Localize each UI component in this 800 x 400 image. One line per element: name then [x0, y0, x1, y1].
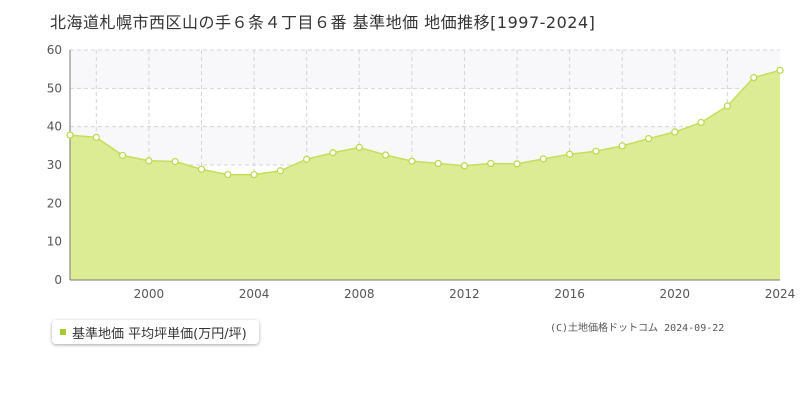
- copyright-text: (C)土地価格ドットコム 2024-09-22: [550, 323, 725, 334]
- x-tick-label: 2024: [765, 287, 796, 301]
- chart-title: 北海道札幌市西区山の手６条４丁目６番 基準地価 地価推移[1997-2024]: [50, 13, 596, 32]
- data-point: [592, 147, 600, 155]
- data-point: [276, 167, 284, 175]
- y-tick-label: 40: [47, 120, 62, 134]
- y-tick-label: 50: [47, 81, 62, 95]
- x-tick-label: 2012: [449, 287, 480, 301]
- data-point: [539, 155, 547, 163]
- y-tick-label: 20: [47, 196, 62, 210]
- legend-swatch: [60, 329, 66, 335]
- x-tick-label: 2000: [134, 287, 165, 301]
- y-tick-label: 10: [47, 235, 62, 249]
- y-tick-label: 0: [54, 273, 62, 287]
- data-point: [644, 134, 653, 143]
- series-line: [69, 69, 781, 176]
- data-point: [250, 170, 258, 179]
- data-point: [618, 142, 626, 150]
- chart-marker-layer: [66, 66, 784, 179]
- data-point: [750, 73, 758, 82]
- legend-label: 基準地価 平均坪単価(万円/坪): [72, 326, 247, 342]
- data-point: [671, 128, 679, 136]
- data-point: [381, 151, 390, 159]
- data-point: [434, 159, 442, 168]
- data-point: [408, 157, 416, 165]
- data-point: [224, 170, 232, 179]
- data-point: [776, 66, 784, 74]
- x-tick-label: 2016: [554, 287, 585, 301]
- data-point: [145, 157, 153, 165]
- data-point: [487, 159, 495, 168]
- chart-area-layer: [69, 69, 781, 280]
- data-point: [697, 118, 705, 127]
- chart-band: [70, 50, 780, 89]
- chart-tick-layer: 0 10 20 30 40 50 60 2000 2004 2008 2012 2016 2020 202…: [47, 43, 796, 301]
- x-tick-label: 2008: [344, 287, 375, 301]
- data-point: [303, 155, 311, 163]
- y-tick-label: 30: [47, 158, 62, 172]
- y-tick-label: 60: [47, 43, 62, 57]
- data-point: [355, 143, 363, 151]
- chart-legend[interactable]: 基準地価 平均坪単価(万円/坪): [52, 320, 259, 344]
- data-point: [723, 102, 732, 110]
- data-point: [171, 157, 179, 166]
- data-point: [329, 149, 337, 157]
- data-point: [197, 165, 206, 173]
- data-point: [566, 150, 574, 158]
- x-tick-label: 2004: [239, 287, 270, 301]
- data-point: [513, 160, 521, 168]
- data-point: [92, 133, 100, 141]
- series-area: [70, 70, 780, 280]
- chart-axis-layer: [69, 50, 780, 281]
- data-point: [118, 151, 127, 160]
- data-point: [460, 162, 469, 170]
- x-tick-label: 2020: [660, 287, 691, 301]
- data-point: [66, 131, 74, 139]
